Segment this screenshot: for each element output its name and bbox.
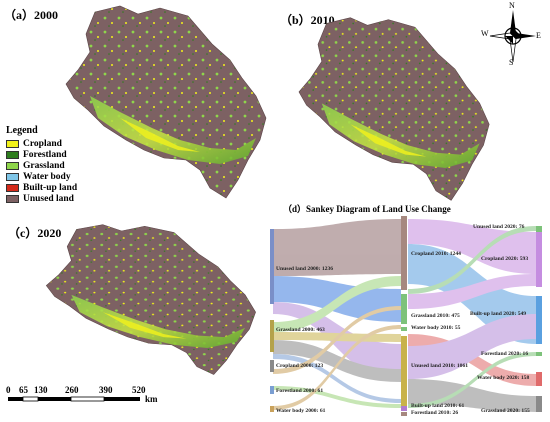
node-label-water-body-2000: Water body 2000: 61: [276, 408, 326, 414]
node-unused-land-2020: [536, 226, 542, 232]
legend-title: Legend: [6, 125, 38, 136]
map-2020: [45, 224, 256, 375]
node-label-water-body-2020: Water body 2020: 158: [477, 375, 530, 381]
node-label-cropland-2010: Cropland 2010: 1244: [411, 251, 461, 257]
legend-item-label: Built-up land: [23, 182, 78, 193]
node-forestland-2010: [401, 412, 407, 416]
legend-item-label: Grassland: [23, 160, 65, 171]
node-water-body-2010: [401, 327, 407, 331]
node-label-forestland-2010: Forestland 2010: 26: [411, 410, 459, 416]
compass-south-label: S: [509, 58, 514, 67]
compass-east-label: E: [536, 31, 541, 40]
map-2010: [298, 17, 490, 201]
node-label-cropland-2000: Cropland 2000: 123: [276, 363, 324, 369]
node-label-built-up-land-2020: Built-up land 2020: 549: [470, 311, 527, 317]
node-label-grassland-2000: Grassland 2000: 463: [276, 327, 325, 333]
legend-item-unused-land: Unused land: [6, 193, 74, 204]
scale-tick-label: 130: [34, 385, 48, 395]
node-cropland-2010: [401, 216, 407, 290]
compass-west-label: W: [481, 29, 489, 38]
node-grassland-2010: [401, 294, 407, 324]
node-label-cropland-2020: Cropland 2020: 593: [481, 256, 529, 262]
cropland-swatch: [6, 139, 19, 148]
sankey-flows-2000-2010: [273, 219, 401, 410]
legend: Legend Cropland Forestland Grassland Wat…: [6, 125, 116, 205]
scale-bar-graphic: [8, 396, 140, 402]
map-2000: [65, 5, 267, 199]
node-built-up-land-2010: [401, 406, 407, 411]
node-water-body-2020: [536, 372, 542, 386]
node-label-built-up-land-2010: Built-up land 2010: 61: [411, 403, 465, 409]
legend-item-water-body: Water body: [6, 171, 71, 182]
legend-item-forestland: Forestland: [6, 149, 67, 160]
legend-item-label: Cropland: [23, 138, 62, 149]
legend-item-built-up-land: Built-up land: [6, 182, 77, 193]
built-up-land-swatch: [6, 183, 19, 192]
compass-rose-icon: [489, 10, 536, 63]
node-cropland-2000: [270, 360, 274, 372]
sankey-flows-2010-2020: [408, 219, 536, 412]
node-label-grassland-2010: Grassland 2010: 475: [411, 313, 460, 319]
scale-bar: 0 65 130 260 390 520 km: [6, 385, 166, 409]
node-cropland-2020: [536, 232, 542, 287]
scale-unit-label: km: [145, 394, 158, 404]
node-label-unused-land-2000: Unused land 2000: 1236: [276, 266, 334, 272]
legend-item-cropland: Cropland: [6, 138, 62, 149]
node-grassland-2000: [270, 320, 274, 352]
node-label-forestland-2020: Forestland 2020: 16: [481, 351, 529, 357]
node-label-water-body-2010: Water body 2010: 55: [411, 325, 461, 331]
node-water-body-2000: [270, 406, 274, 412]
legend-item-grassland: Grassland: [6, 160, 65, 171]
node-label-forestland-2000: Forestland 2000: 61: [276, 388, 324, 394]
sankey-diagram: [270, 216, 542, 416]
water-body-swatch: [6, 172, 19, 181]
node-label-unused-land-2010: Unused land 2010: 1061: [411, 363, 469, 369]
node-label-unused-land-2020: Unused land 2020: 76: [473, 224, 525, 230]
node-unused-land-2010: [401, 336, 407, 406]
node-label-grassland-2020: Grassland 2020: 155: [481, 408, 530, 414]
north-arrow-compass: N S W E: [478, 1, 548, 68]
panel-c-label: （c）2020: [8, 226, 62, 240]
scale-tick-label: 390: [99, 385, 113, 395]
node-unused-land-2000: [270, 229, 274, 304]
legend-item-label: Forestland: [23, 149, 67, 160]
legend-item-label: Water body: [23, 171, 71, 182]
grassland-swatch: [6, 161, 19, 170]
unused-land-swatch: [6, 194, 19, 203]
node-forestland-2020: [536, 352, 542, 356]
scale-tick-label: 65: [19, 385, 28, 395]
scale-tick-label: 260: [65, 385, 79, 395]
sankey-title: （d）Sankey Diagram of Land Use Change: [283, 204, 451, 214]
scale-tick-label: 0: [6, 385, 11, 395]
forestland-swatch: [6, 150, 19, 159]
legend-item-label: Unused land: [23, 193, 74, 204]
node-forestland-2000: [270, 386, 274, 394]
compass-north-label: N: [509, 1, 515, 10]
node-built-up-land-2020: [536, 296, 542, 344]
panel-b-label: （b）2010: [280, 13, 335, 27]
panel-a-label: （a）2000: [4, 8, 59, 22]
scale-tick-label: 520: [132, 385, 146, 395]
node-grassland-2020: [536, 396, 542, 412]
